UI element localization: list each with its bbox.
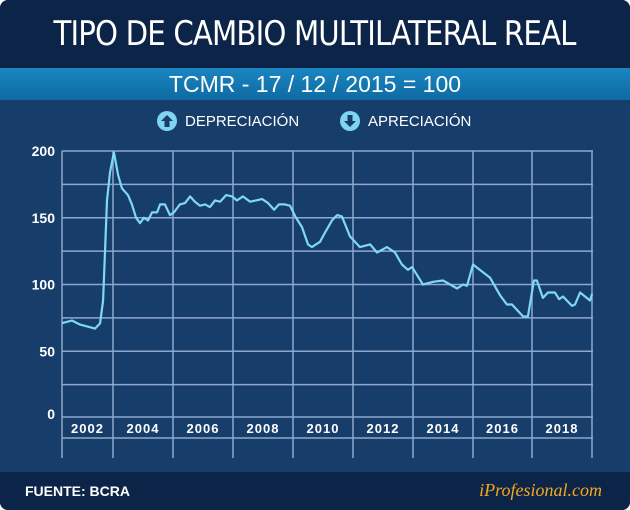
y-tick-label: 50 (39, 343, 55, 359)
x-tick-label: 2016 (486, 421, 519, 436)
subtitle-bar: TCMR - 17 / 12 / 2015 = 100 (0, 68, 630, 100)
chart-subtitle: TCMR - 17 / 12 / 2015 = 100 (168, 71, 462, 97)
x-tick-label: 2010 (307, 421, 340, 436)
y-tick-label: 150 (32, 210, 56, 226)
source-label: FUENTE: BCRA (25, 483, 130, 499)
y-tick-label: 100 (32, 277, 56, 293)
brand-logo: iProfesional.com (479, 480, 602, 500)
y-tick-label: 200 (32, 143, 56, 159)
x-tick-label: 2012 (367, 421, 400, 436)
x-tick-label: 2014 (427, 421, 460, 436)
x-tick-label: 2004 (127, 421, 160, 436)
legend-item-depreciacion: DEPRECIACIÓN (157, 111, 299, 131)
x-tick-label: 2018 (546, 421, 579, 436)
legend-label: DEPRECIACIÓN (185, 112, 300, 130)
x-tick-label: 2006 (187, 421, 220, 436)
title-bar: TIPO DE CAMBIO MULTILATERAL REAL (0, 0, 630, 68)
arrow-up-circle-icon (157, 111, 177, 131)
y-tick-label: 0 (47, 406, 55, 422)
legend-label: APRECIACIÓN (368, 112, 472, 130)
footer: FUENTE: BCRA iProfesional.com (0, 472, 630, 510)
chart-title: TIPO DE CAMBIO MULTILATERAL REAL (53, 14, 577, 54)
legend: DEPRECIACIÓN APRECIACIÓN (0, 111, 630, 135)
legend-item-apreciacion: APRECIACIÓN (340, 111, 471, 131)
x-tick-label: 2008 (247, 421, 280, 436)
series-line-tcmr (61, 151, 594, 330)
x-tick-label: 2002 (71, 421, 104, 436)
arrow-down-circle-icon (340, 111, 360, 131)
